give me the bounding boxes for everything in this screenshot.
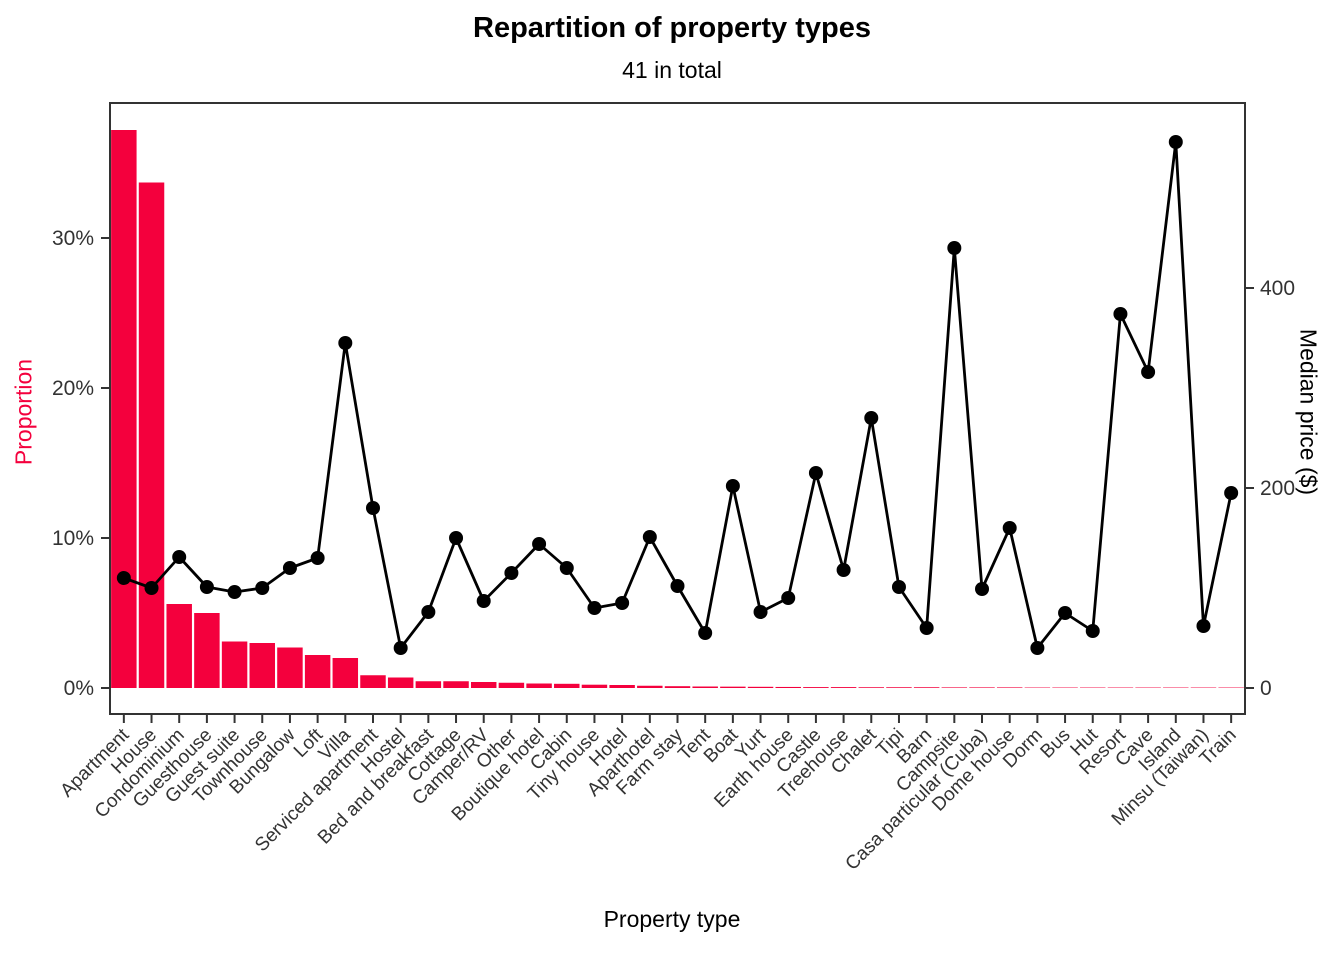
proportion-bar <box>443 681 469 688</box>
price-point <box>504 566 519 580</box>
price-point <box>1002 521 1017 535</box>
proportion-bar <box>277 647 303 688</box>
proportion-bar <box>858 687 885 688</box>
proportion-bar <box>166 604 192 688</box>
proportion-bar <box>747 686 774 688</box>
proportion-bar <box>637 685 663 688</box>
proportion-bar <box>498 682 525 688</box>
price-point <box>1196 619 1211 633</box>
proportion-bar <box>360 675 386 688</box>
price-point <box>1168 135 1183 149</box>
price-point <box>144 581 159 595</box>
price-point <box>698 626 713 640</box>
proportion-bar <box>969 687 995 688</box>
proportion-bar <box>221 641 248 688</box>
price-point <box>476 594 491 608</box>
price-point <box>199 580 214 594</box>
price-point <box>891 580 906 594</box>
y-right-tick-label: 0 <box>1260 677 1272 700</box>
y-left-tick-label: 0% <box>64 677 94 700</box>
proportion-bar <box>996 687 1023 688</box>
y-left-tick-label: 20% <box>52 377 94 400</box>
price-point <box>1030 641 1045 655</box>
panel-border <box>109 102 1246 715</box>
price-point <box>116 571 131 585</box>
proportion-bar <box>387 677 414 688</box>
price-point <box>227 585 242 599</box>
proportion-bar <box>415 681 442 688</box>
proportion-bar <box>304 655 331 688</box>
proportion-bar <box>526 683 552 688</box>
price-point <box>670 579 685 593</box>
price-point <box>172 550 187 564</box>
proportion-bar <box>554 683 580 688</box>
price-point <box>559 561 574 575</box>
y-right-tick-label: 400 <box>1260 277 1295 300</box>
proportion-bar <box>941 687 968 688</box>
proportion-bar <box>720 686 746 688</box>
price-point <box>532 537 547 551</box>
price-point <box>1224 486 1239 500</box>
price-point <box>1113 307 1128 321</box>
price-point <box>587 601 602 615</box>
proportion-bar <box>886 687 912 688</box>
price-point <box>338 336 353 350</box>
proportion-bar <box>692 686 718 688</box>
price-point <box>864 411 879 425</box>
price-point <box>642 530 657 544</box>
price-point <box>836 563 851 577</box>
proportion-bar <box>470 682 497 688</box>
price-point <box>310 551 325 565</box>
proportion-bar <box>803 687 829 688</box>
price-point <box>947 241 962 255</box>
x-axis-title: Property type <box>603 906 741 932</box>
price-point <box>781 591 796 605</box>
price-point <box>1058 606 1073 620</box>
proportion-bar <box>581 684 608 688</box>
price-point <box>255 581 270 595</box>
price-point <box>282 561 297 575</box>
price-point <box>975 582 990 596</box>
price-point <box>1085 624 1100 638</box>
price-point <box>919 621 934 635</box>
price-point <box>808 466 823 480</box>
proportion-bar <box>664 686 691 688</box>
proportion-bar <box>111 130 137 688</box>
price-point <box>421 605 436 619</box>
price-point <box>449 531 464 545</box>
y-right-tick-label: 200 <box>1260 477 1295 500</box>
price-point <box>393 641 408 655</box>
proportion-bar <box>830 687 857 688</box>
chart-subtitle: 41 in total <box>622 57 722 83</box>
proportion-bar <box>332 658 359 688</box>
y-left-tick-label: 10% <box>52 527 94 550</box>
proportion-bar <box>913 687 940 688</box>
proportion-bar <box>194 613 220 688</box>
price-point <box>725 479 740 493</box>
proportion-bar <box>138 182 165 688</box>
price-point <box>365 501 380 515</box>
chart-title: Repartition of property types <box>473 12 871 44</box>
proportion-bar <box>609 685 635 688</box>
y-left-tick-label: 30% <box>52 227 94 250</box>
price-point <box>753 605 768 619</box>
price-point <box>1141 365 1156 379</box>
proportion-bar <box>249 643 275 688</box>
price-point <box>615 596 630 610</box>
proportion-bar <box>775 686 801 688</box>
